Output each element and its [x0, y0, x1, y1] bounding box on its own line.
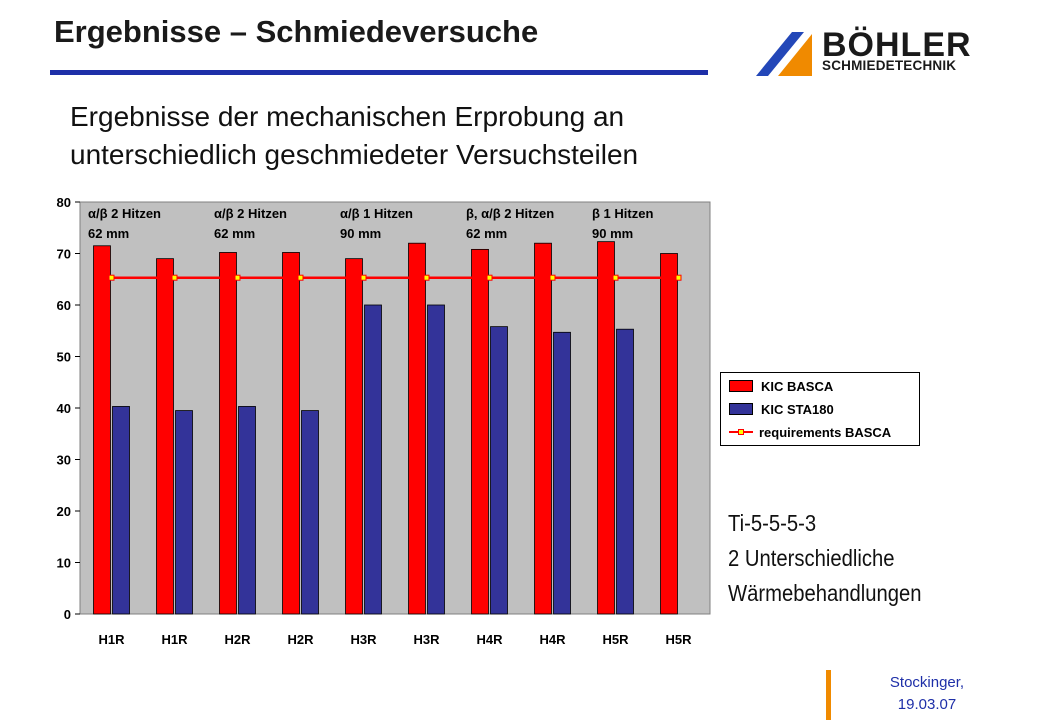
legend-label: KIC STA180 [761, 401, 834, 417]
y-tick-label: 0 [64, 607, 71, 622]
footer-author: Stockinger, 19.03.07 [862, 672, 992, 716]
legend-item-requirements: requirements BASCA [729, 423, 891, 441]
subtitle-line-2: unterschiedlich geschmiedeter Versuchste… [70, 139, 639, 170]
y-tick-label: 30 [57, 453, 71, 468]
y-tick-label: 40 [57, 401, 71, 416]
material-note: Ti-5-5-5-3 2 Unterschiedliche Wärmebehan… [728, 506, 922, 611]
bar [282, 252, 300, 615]
annotation-label: α/β 2 Hitzen [88, 206, 161, 221]
x-tick-label: H4R [539, 632, 566, 647]
bar [175, 410, 193, 615]
logo-orange-stripe [778, 34, 812, 76]
slide-subtitle: Ergebnisse der mechanischen Erprobung an… [70, 98, 638, 174]
line-point [297, 274, 304, 281]
bar [534, 242, 552, 615]
bar [490, 326, 508, 615]
x-tick-label: H2R [287, 632, 314, 647]
x-tick-label: H5R [665, 632, 692, 647]
bar [553, 331, 571, 615]
legend-label: requirements BASCA [759, 424, 892, 440]
annotation-label: 62 mm [88, 226, 129, 241]
bar [364, 304, 382, 615]
annotation-label: β 1 Hitzen [592, 206, 653, 221]
x-tick-label: H2R [224, 632, 251, 647]
annotation-label: 62 mm [466, 226, 507, 241]
line-point [675, 274, 682, 281]
legend-label: KIC BASCA [761, 378, 834, 394]
bar [427, 304, 445, 615]
note-line-1: Ti-5-5-5-3 [728, 510, 817, 536]
x-tick-label: H1R [98, 632, 125, 647]
logo-mark-icon [756, 32, 812, 76]
legend-swatch-red [729, 380, 753, 392]
note-line-3: Wärmebehandlungen [728, 580, 922, 606]
plot-area [79, 201, 711, 615]
x-tick-label: H4R [476, 632, 503, 647]
bar [597, 241, 615, 615]
slide-title: Ergebnisse – Schmiedeversuche [54, 14, 539, 49]
logo-blue-stripe [756, 32, 804, 76]
bar [408, 242, 426, 615]
legend-item-kic-basca: KIC BASCA [729, 377, 833, 395]
bar [660, 253, 678, 615]
line-point [171, 274, 178, 281]
title-underline [50, 70, 708, 75]
logo-name: BÖHLER [822, 26, 972, 64]
bar [93, 245, 111, 615]
line-point [234, 274, 241, 281]
y-tick-label: 80 [57, 195, 71, 210]
annotation-label: 62 mm [214, 226, 255, 241]
y-tick-label: 60 [57, 298, 71, 313]
bar [156, 258, 174, 615]
y-tick-label: 20 [57, 504, 71, 519]
footer-divider [826, 670, 831, 720]
line-point [486, 274, 493, 281]
annotation-label: α/β 1 Hitzen [340, 206, 413, 221]
bar [219, 252, 237, 615]
x-tick-label: H5R [602, 632, 629, 647]
line-point [108, 274, 115, 281]
note-line-2: 2 Unterschiedliche [728, 545, 895, 571]
legend-swatch-blue [729, 403, 753, 415]
bar [238, 406, 256, 615]
x-tick-label: H1R [161, 632, 188, 647]
x-tick-label: H3R [350, 632, 377, 647]
legend-item-kic-sta180: KIC STA180 [729, 400, 834, 418]
logo-tagline: SCHMIEDETECHNIK [822, 58, 957, 73]
chart-legend: KIC BASCA KIC STA180 requirements BASCA [720, 372, 920, 446]
bar [345, 258, 363, 615]
y-tick-label: 70 [57, 247, 71, 262]
legend-swatch-line [729, 427, 753, 437]
line-point [423, 274, 430, 281]
bar [301, 410, 319, 615]
annotation-label: α/β 2 Hitzen [214, 206, 287, 221]
annotation-label: β, α/β 2 Hitzen [466, 206, 554, 221]
y-tick-label: 50 [57, 350, 71, 365]
subtitle-line-1: Ergebnisse der mechanischen Erprobung an [70, 101, 625, 132]
y-tick-label: 10 [57, 556, 71, 571]
annotation-label: 90 mm [592, 226, 633, 241]
company-logo: BÖHLER SCHMIEDETECHNIK [752, 26, 992, 80]
footer-line-1: Stockinger, [889, 674, 965, 691]
bar [471, 248, 489, 615]
footer-line-2: 19.03.07 [897, 696, 957, 713]
annotation-label: 90 mm [340, 226, 381, 241]
line-point [360, 274, 367, 281]
bar [112, 406, 130, 615]
line-point [612, 274, 619, 281]
x-tick-label: H3R [413, 632, 440, 647]
bar-chart: 0 10 20 30 40 50 60 70 80 H1R H1R H2R H2R H3R H3R H4R H4… [57, 195, 711, 647]
bar [616, 328, 634, 615]
line-point [549, 274, 556, 281]
